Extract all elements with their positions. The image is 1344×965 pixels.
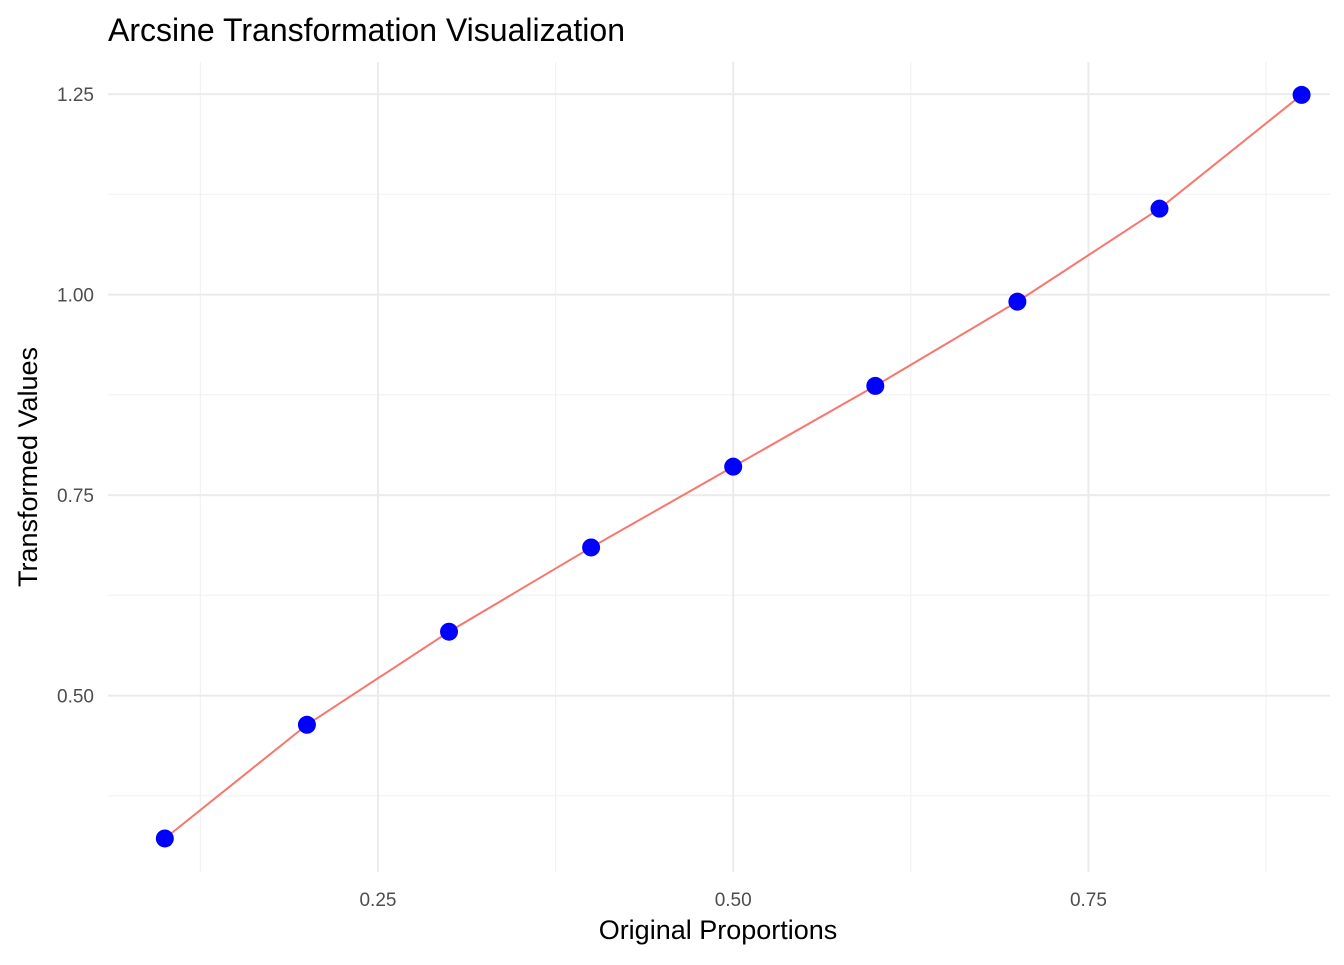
y-axis-title: Transformed Values <box>13 347 43 587</box>
grid-layer <box>108 62 1330 872</box>
x-axis-title: Original Proportions <box>599 915 838 945</box>
data-point <box>582 538 601 557</box>
chart-title: Arcsine Transformation Visualization <box>108 12 625 48</box>
y-tick-label: 1.25 <box>57 85 94 106</box>
data-point <box>1008 292 1027 311</box>
y-tick-label: 0.50 <box>57 687 94 708</box>
x-tick-label: 0.50 <box>715 890 752 911</box>
y-tick-label: 1.00 <box>57 286 94 307</box>
data-point <box>1150 199 1169 218</box>
point-layer <box>155 85 1311 848</box>
data-point <box>440 622 459 641</box>
y-tick-label: 0.75 <box>57 486 94 507</box>
tick-layer: 0.25 0.50 0.75 0.50 0.75 1.00 1.25 <box>57 85 1107 911</box>
x-tick-label: 0.25 <box>359 890 396 911</box>
x-tick-label: 0.75 <box>1070 890 1107 911</box>
data-point <box>1292 85 1311 104</box>
data-point <box>724 457 743 476</box>
data-point <box>297 715 316 734</box>
data-point <box>155 829 174 848</box>
data-point <box>866 376 885 395</box>
